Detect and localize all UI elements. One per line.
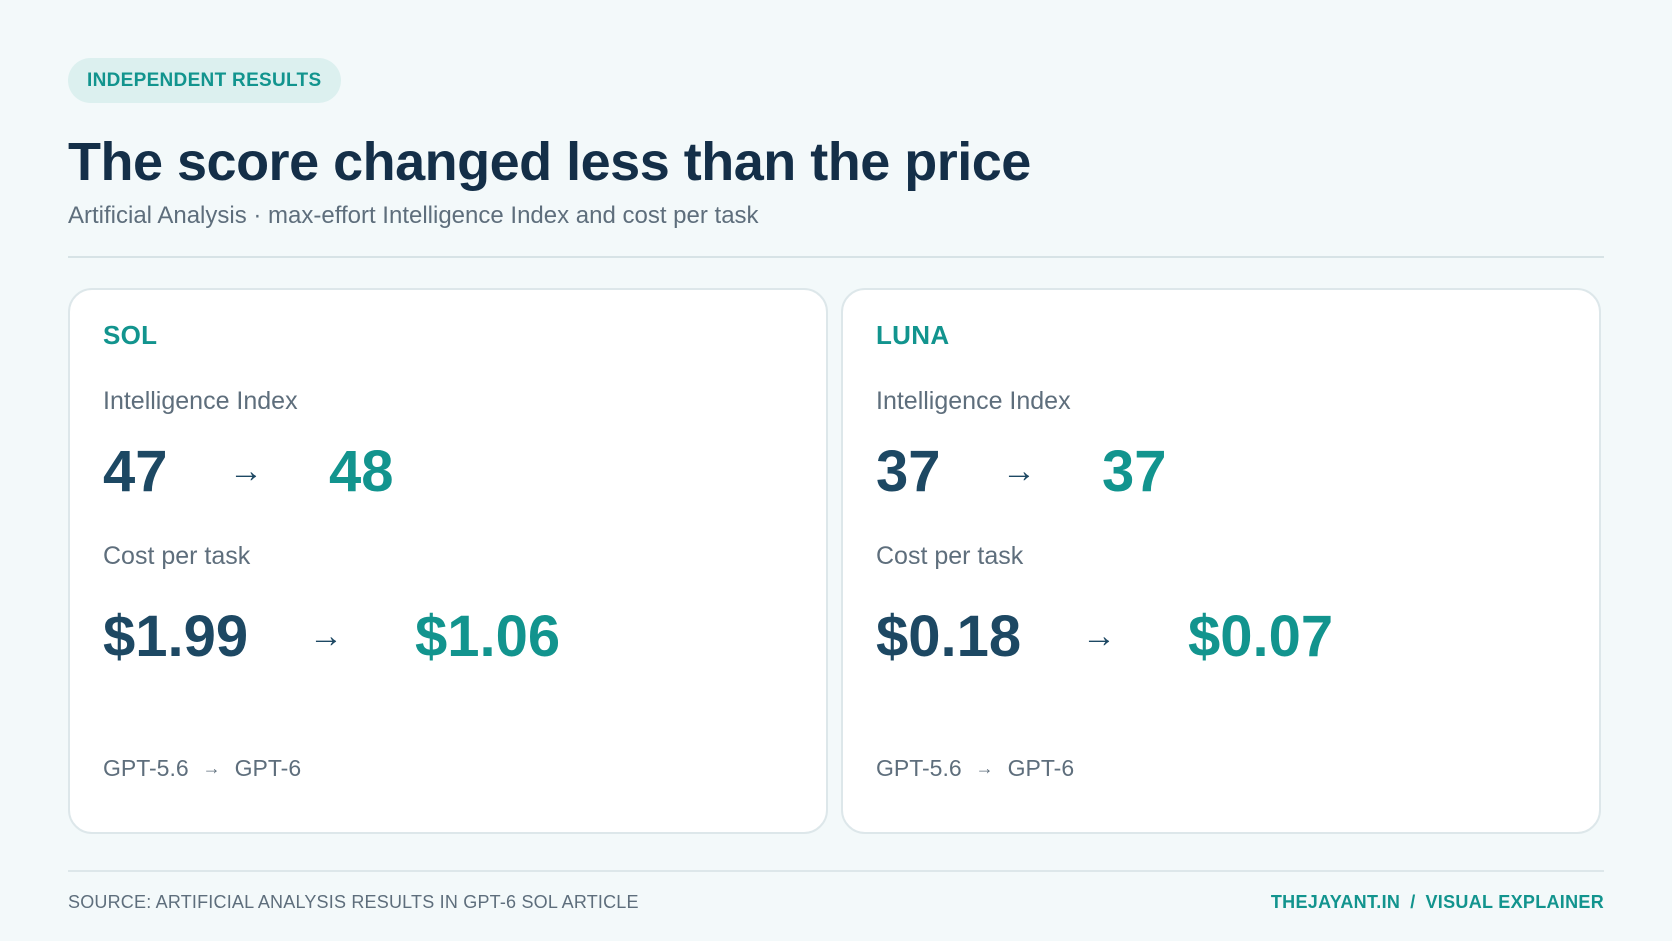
brand-credit: THEJAYANT.IN / VISUAL EXPLAINER [1271,892,1604,913]
cost-label: Cost per task [103,542,251,571]
score-label: Intelligence Index [876,387,1071,416]
arrow-right-icon: → [229,451,263,490]
brand-label: VISUAL EXPLAINER [1425,892,1604,912]
model-after: GPT-6 [234,755,302,782]
model-before: GPT-5.6 [876,755,962,782]
arrow-right-icon: → [309,616,343,655]
score-after: 48 [329,438,394,504]
cost-after: $0.07 [1188,603,1334,669]
card-title: LUNA [876,320,950,351]
card-sol: SOL Intelligence Index 47 → 48 Cost per … [68,288,828,835]
page: INDEPENDENT RESULTS The score changed le… [68,58,1604,835]
model-transition: GPT-5.6 → GPT-6 [103,755,301,782]
page-subtitle: Artificial Analysis · max-effort Intelli… [68,202,759,230]
cost-before: $1.99 [103,603,249,669]
card-luna: LUNA Intelligence Index 37 → 37 Cost per… [841,288,1601,835]
score-change: 37 → 37 [876,438,1567,504]
score-before: 37 [876,438,941,504]
score-label: Intelligence Index [103,387,298,416]
cost-label: Cost per task [876,542,1024,571]
model-transition: GPT-5.6 → GPT-6 [876,755,1074,782]
score-after: 37 [1102,438,1167,504]
cost-change: $1.99 → $1.06 [103,601,794,671]
model-after: GPT-6 [1007,755,1075,782]
brand-site-link[interactable]: THEJAYANT.IN [1270,892,1401,912]
arrow-right-icon: → [1082,616,1116,655]
comparison-cards: SOL Intelligence Index 47 → 48 Cost per … [68,288,1604,835]
brand-separator: / [1410,892,1416,912]
arrow-right-icon: → [202,758,221,779]
cost-change: $0.18 → $0.07 [876,601,1567,671]
cost-before: $0.18 [876,603,1022,669]
cost-after: $1.06 [415,603,561,669]
footer: SOURCE: ARTIFICIAL ANALYSIS RESULTS IN G… [68,892,1604,913]
arrow-right-icon: → [1002,451,1036,490]
source-note: SOURCE: ARTIFICIAL ANALYSIS RESULTS IN G… [68,892,639,912]
category-badge: INDEPENDENT RESULTS [68,58,342,103]
score-change: 47 → 48 [103,438,794,504]
model-before: GPT-5.6 [103,755,189,782]
card-title: SOL [103,320,158,351]
footer-divider [68,870,1604,872]
page-title: The score changed less than the price [68,132,1031,192]
header-divider [68,256,1604,259]
arrow-right-icon: → [975,758,994,779]
score-before: 47 [103,438,168,504]
